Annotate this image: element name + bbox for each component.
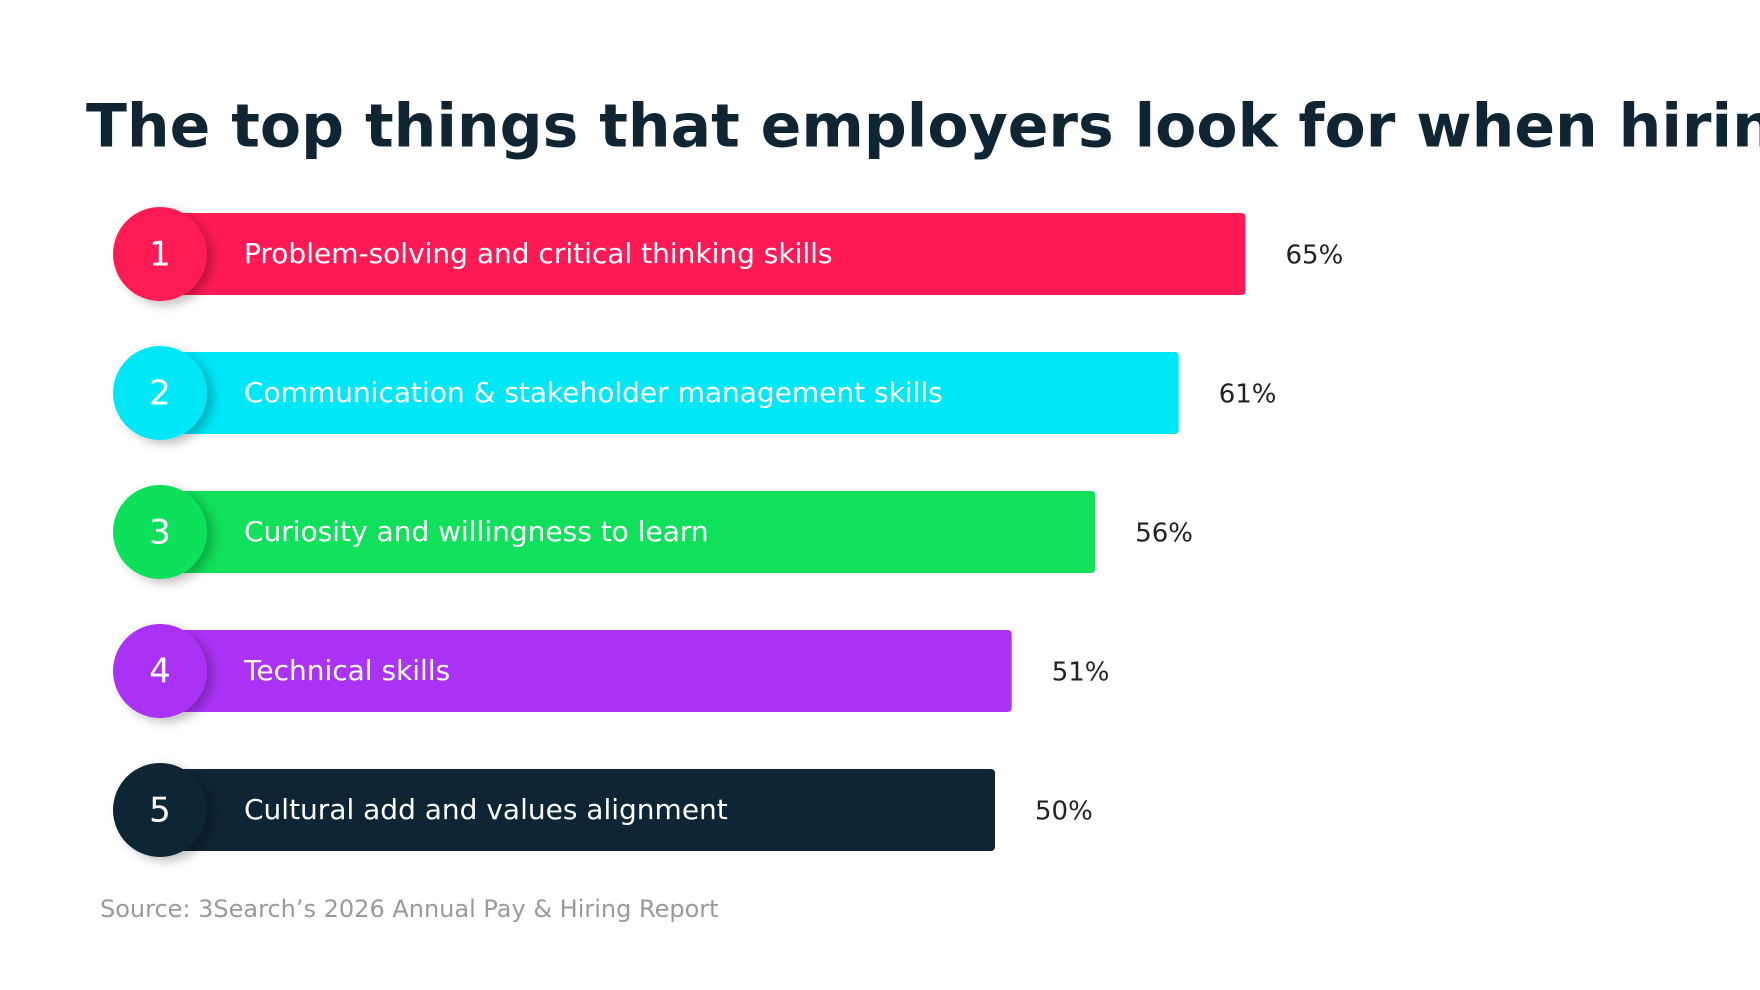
bar [160,213,1246,295]
rank-badge [113,763,207,857]
bar [160,769,995,851]
rank-label: 5 [149,791,171,831]
bar [160,491,1096,573]
category-label: Curiosity and willingness to learn [244,515,709,548]
category-label: Problem-solving and critical thinking sk… [244,237,833,270]
rank-label: 1 [149,235,171,275]
rank-label: 4 [149,652,171,692]
category-label: Cultural add and values alignment [244,793,728,826]
category-label: Communication & stakeholder management s… [244,376,943,409]
rank-label: 3 [149,513,171,553]
rank-label: 2 [149,374,171,414]
rank-badge [113,207,207,301]
value-label: 51% [1052,658,1110,688]
value-label: 65% [1286,241,1344,271]
bar [160,630,1012,712]
rank-badge [113,624,207,718]
category-label: Technical skills [243,654,450,687]
rank-badge [113,346,207,440]
bar [160,352,1179,434]
value-label: 61% [1219,380,1277,410]
value-label: 56% [1135,519,1193,549]
chart-title: The top things that employers look for w… [86,92,1760,162]
rank-badge [113,485,207,579]
source-note: Source: 3Search’s 2026 Annual Pay & Hiri… [100,895,719,923]
value-label: 50% [1035,797,1093,827]
